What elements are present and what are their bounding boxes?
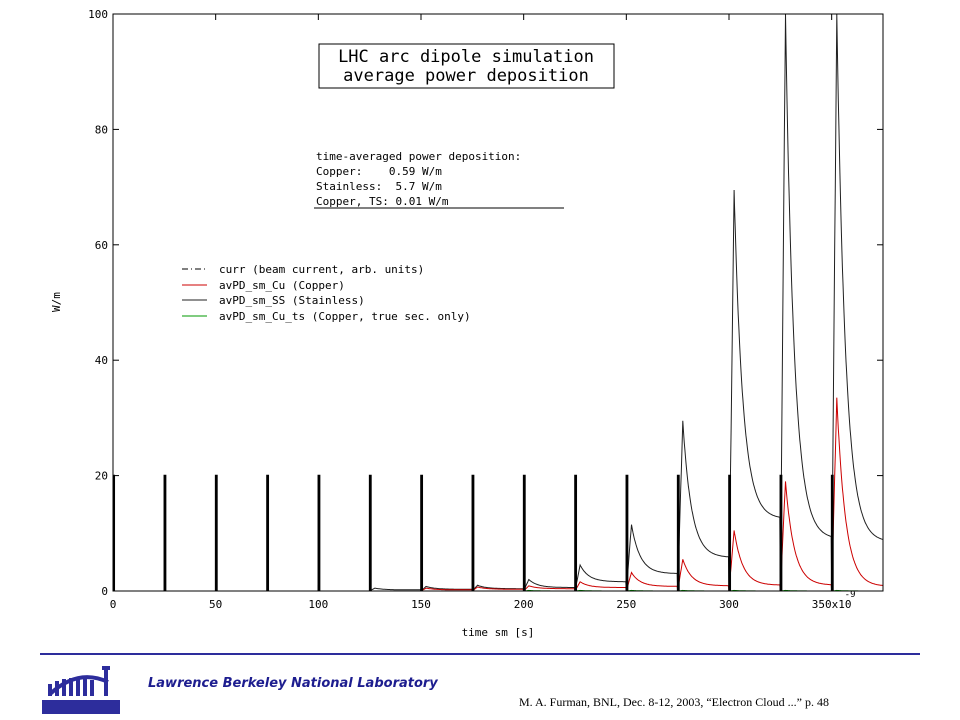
y-tick-label: 80	[95, 123, 108, 136]
power-summary-annotation: time-averaged power deposition: Copper: …	[314, 150, 564, 209]
y-tick-label: 60	[95, 239, 108, 252]
berkeley-lab-logo	[42, 666, 120, 714]
beam-current-pulse	[522, 474, 526, 591]
beam-current-pulse	[420, 474, 424, 591]
x-tick-label: 200	[514, 598, 534, 611]
beam-current-pulse	[779, 474, 783, 591]
x-axis-title: time sm [s]	[462, 626, 535, 639]
beam-current-pulse	[676, 474, 680, 591]
beam-current-pulse	[266, 474, 270, 591]
legend-label: curr (beam current, arb. units)	[219, 263, 424, 276]
legend-label: avPD_sm_SS (Stainless)	[219, 294, 365, 307]
series-line	[113, 14, 883, 591]
beam-current-pulse	[574, 474, 578, 591]
power-deposition-chart: 0 20 40 60 80 100 0 50 100 150 200 250 300 350x10-9 L…	[50, 8, 884, 639]
series-line	[113, 397, 883, 591]
legend-label: avPD_sm_Cu (Copper)	[219, 279, 345, 292]
y-tick-label: 100	[88, 8, 108, 21]
y-axis-title: W/m	[50, 292, 63, 312]
legend: curr (beam current, arb. units) avPD_sm_C…	[182, 263, 471, 323]
beam-current-pulse	[317, 474, 321, 591]
x-tick-label: 350x10	[812, 598, 852, 611]
x-tick-label: 0	[110, 598, 117, 611]
beam-current-pulse	[830, 474, 834, 591]
lab-name: Lawrence Berkeley National Laboratory	[148, 676, 438, 691]
x-tick-label: 150	[411, 598, 431, 611]
citation: M. A. Furman, BNL, Dec. 8-12, 2003, “Ele…	[519, 695, 829, 709]
y-tick-label: 40	[95, 354, 108, 367]
x-tick-label: 250	[616, 598, 636, 611]
beam-current-pulse	[728, 474, 732, 591]
beam-current-pulse	[471, 474, 475, 591]
x-tick-label: 50	[209, 598, 222, 611]
annotation-line: Stainless: 5.7 W/m	[316, 180, 442, 193]
x-tick-label: 300	[719, 598, 739, 611]
chart-title-box: LHC arc dipole simulation average power …	[318, 43, 615, 89]
x-tick-label: 100	[308, 598, 328, 611]
annotation-line: Copper, TS: 0.01 W/m	[316, 195, 449, 208]
series-layer	[113, 14, 883, 591]
y-tick-label: 20	[95, 470, 108, 483]
y-tick-label: 0	[101, 585, 108, 598]
x-exponent-label: -9	[845, 590, 856, 600]
beam-current-pulse	[214, 474, 218, 591]
plot-frame	[112, 13, 884, 592]
annotation-line: time-averaged power deposition:	[316, 150, 521, 163]
beam-current-pulse	[625, 474, 629, 591]
annotation-line: Copper: 0.59 W/m	[316, 165, 442, 178]
chart-title-line-1: LHC arc dipole simulation	[338, 47, 594, 67]
footer-divider	[40, 653, 920, 655]
beam-current-pulse	[368, 474, 372, 591]
axes: 0 20 40 60 80 100 0 50 100 150 200 250 300 350x10-9	[88, 8, 884, 611]
legend-label: avPD_sm_Cu_ts (Copper, true sec. only)	[219, 310, 471, 323]
chart-title-line-2: average power deposition	[343, 66, 589, 86]
beam-current-pulse	[163, 474, 167, 591]
